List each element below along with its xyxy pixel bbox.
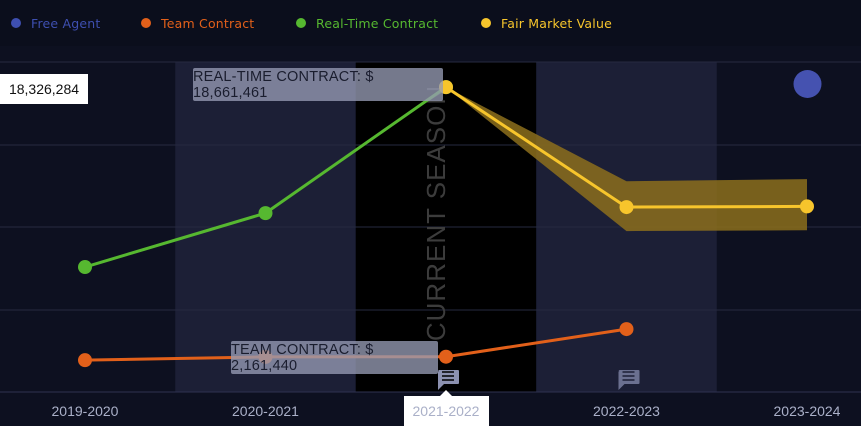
legend-item-fair-market-value[interactable]: Fair Market Value: [481, 14, 612, 32]
legend-label: Free Agent: [31, 15, 101, 31]
current-season-label: CURRENT SEASON: [421, 85, 451, 341]
team-contract-point: [78, 353, 92, 368]
fair-market-value-point: [619, 200, 634, 215]
x-tick-label: 2022-2023: [593, 403, 660, 419]
real-time-contract-point: [78, 260, 92, 275]
team-contract-point: [619, 322, 634, 337]
x-tick-label: 2019-2020: [52, 403, 119, 419]
legend: Free Agent Team Contract Real-Time Contr…: [0, 0, 861, 46]
real-time-contract-dot-icon: [296, 18, 306, 28]
fair-market-value-band: [446, 87, 807, 232]
selected-tick-box: [404, 396, 489, 426]
free-agent-point: [793, 70, 822, 98]
real-time-contract-tooltip: REAL-TIME CONTRACT: $ 18,661,461: [193, 68, 443, 101]
x-tick-label: 2020-2021: [232, 403, 299, 419]
legend-label: Team Contract: [161, 15, 255, 31]
team-contract-point: [439, 349, 453, 364]
legend-item-real-time-contract[interactable]: Real-Time Contract: [296, 14, 438, 32]
real-time-contract-point: [258, 206, 273, 221]
legend-item-team-contract[interactable]: Team Contract: [141, 14, 254, 32]
fair-market-value-point: [800, 199, 814, 214]
team-contract-tooltip: TEAM CONTRACT: $ 2,161,440: [231, 341, 438, 374]
legend-label: Fair Market Value: [501, 15, 612, 31]
team-contract-dot-icon: [141, 18, 151, 28]
legend-label: Real-Time Contract: [316, 15, 439, 31]
fair-market-value-dot-icon: [481, 18, 491, 28]
x-tick-label: 2023-2024: [774, 403, 841, 419]
selected-tick-caret: [440, 390, 452, 396]
legend-item-free-agent[interactable]: Free Agent: [11, 14, 101, 32]
x-tick-label: 2021-2022: [413, 403, 480, 419]
y-axis-value-label: 18,326,284: [0, 74, 88, 104]
free-agent-dot-icon: [11, 18, 21, 28]
